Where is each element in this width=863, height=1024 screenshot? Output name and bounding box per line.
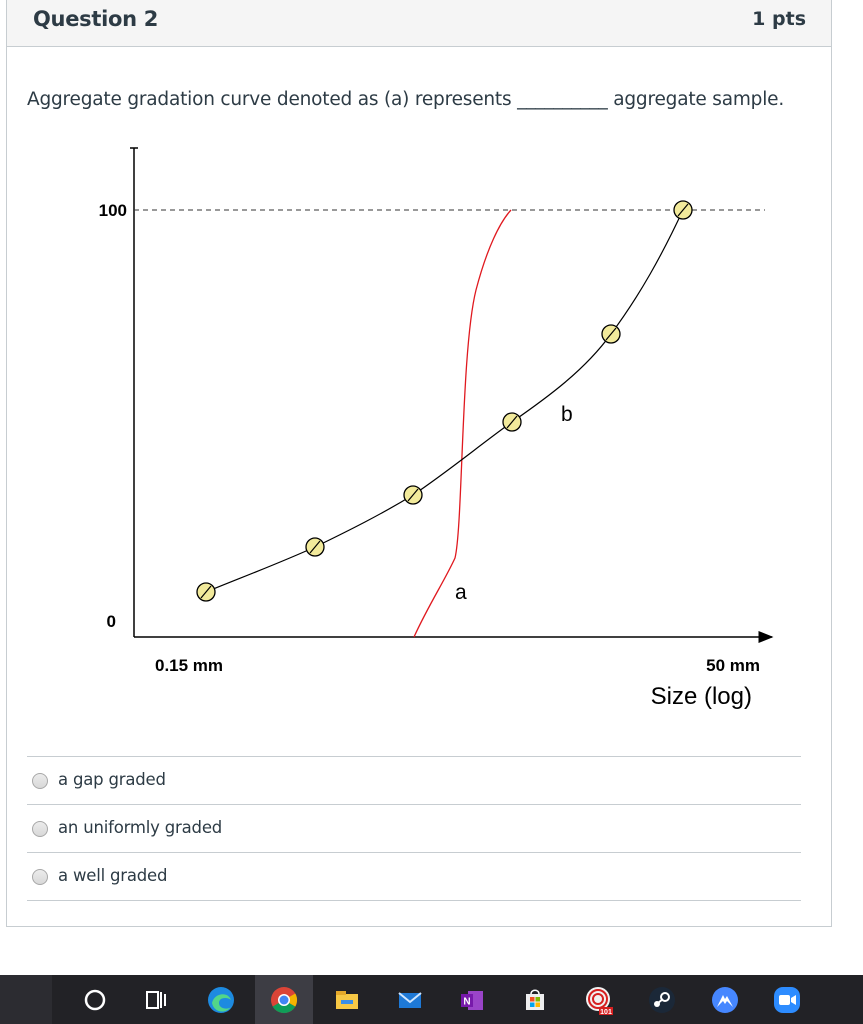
question-text: Aggregate gradation curve denoted as (a)… — [27, 89, 784, 110]
taskbar-start-area[interactable] — [0, 975, 52, 1024]
answer-label: an uniformly graded — [58, 818, 223, 837]
question-card: Question 2 1 pts — [6, 0, 832, 927]
steam-icon[interactable] — [645, 983, 679, 1017]
answer-label: a gap graded — [58, 770, 166, 789]
curve-b-marker — [403, 485, 423, 505]
answer-option[interactable]: a well graded — [27, 852, 801, 901]
question-points: 1 pts — [752, 8, 806, 30]
zoom-icon[interactable] — [770, 983, 804, 1017]
answer-option[interactable]: a gap graded — [27, 756, 801, 804]
curve-a — [413, 209, 512, 638]
file-explorer-icon[interactable] — [330, 983, 364, 1017]
curve-b-markers — [196, 200, 693, 602]
question-header: Question 2 1 pts — [7, 0, 831, 47]
x-axis-label: Size (log) — [651, 683, 752, 710]
y-tick-label-100: 100 — [99, 201, 127, 220]
edge-icon[interactable] — [204, 983, 238, 1017]
search-circle-icon[interactable] — [78, 983, 112, 1017]
curve-a-label: a — [455, 581, 467, 604]
store-icon[interactable] — [518, 983, 552, 1017]
question-title: Question 2 — [33, 7, 159, 31]
nordvpn-icon[interactable] — [708, 983, 742, 1017]
answer-option[interactable]: an uniformly graded — [27, 804, 801, 852]
onenote-icon[interactable]: N — [455, 983, 489, 1017]
curve-b-marker — [196, 582, 216, 602]
task-view-icon[interactable] — [139, 983, 173, 1017]
answer-label: a well graded — [58, 866, 168, 885]
curve-b-marker — [305, 537, 325, 557]
x-tick-label-min: 0.15 mm — [155, 656, 223, 675]
curve-b — [205, 209, 684, 593]
curve-b-marker — [502, 412, 522, 432]
taskbar: N 101 — [0, 975, 863, 1024]
answer-list: a gap graded an uniformly graded a well … — [27, 756, 801, 901]
radio-button[interactable] — [32, 821, 48, 837]
radio-button[interactable] — [32, 869, 48, 885]
gradation-chart: 100 0 0.15 mm 50 mm Size (log) a b — [99, 147, 774, 710]
mail-icon[interactable] — [393, 983, 427, 1017]
chrome-icon[interactable] — [267, 983, 301, 1017]
curve-b-marker — [601, 324, 621, 344]
y-tick-label-0: 0 — [107, 612, 116, 631]
curve-b-label: b — [561, 403, 573, 426]
cinema-app-icon[interactable]: 101 — [582, 983, 616, 1017]
radio-button[interactable] — [32, 773, 48, 789]
svg-text:101: 101 — [600, 1009, 612, 1016]
x-tick-label-max: 50 mm — [706, 656, 760, 675]
curve-b-marker — [673, 200, 693, 220]
svg-text:N: N — [463, 997, 470, 1008]
